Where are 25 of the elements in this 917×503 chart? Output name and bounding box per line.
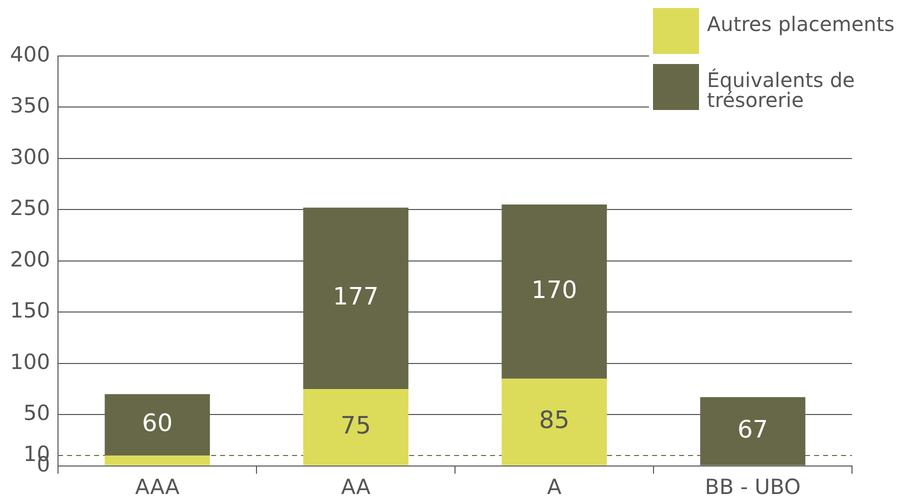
y-tick-label: 200 (10, 247, 50, 272)
bar (104, 456, 210, 466)
y-tick-label: 300 (10, 144, 50, 169)
data-label: 75 (340, 411, 372, 440)
y-tick-label: 50 (23, 401, 50, 426)
y-tick-label: 400 (10, 42, 50, 66)
bar (502, 204, 607, 379)
legend-label: Équivalents de trésorerie (707, 67, 856, 112)
data-label: 60 (142, 409, 173, 438)
data-label: 170 (531, 276, 578, 304)
legend-label: Autres placements (707, 11, 895, 36)
y-tick-label: 150 (10, 298, 50, 323)
bar (303, 208, 408, 389)
x-tick-label: AAA (135, 474, 180, 499)
y-tick-label: 100 (10, 350, 50, 374)
data-label: 177 (332, 282, 379, 311)
bar (303, 388, 408, 466)
x-tick-label: A (547, 474, 562, 499)
data-label: 67 (737, 415, 768, 444)
data-label: 85 (539, 406, 570, 434)
bar (502, 378, 607, 466)
x-tick-label: BB - UBO (704, 474, 801, 499)
x-tick-label: AA (341, 474, 372, 499)
y-tick-label: 350 (10, 94, 50, 118)
y-tick-label: 250 (10, 196, 50, 220)
